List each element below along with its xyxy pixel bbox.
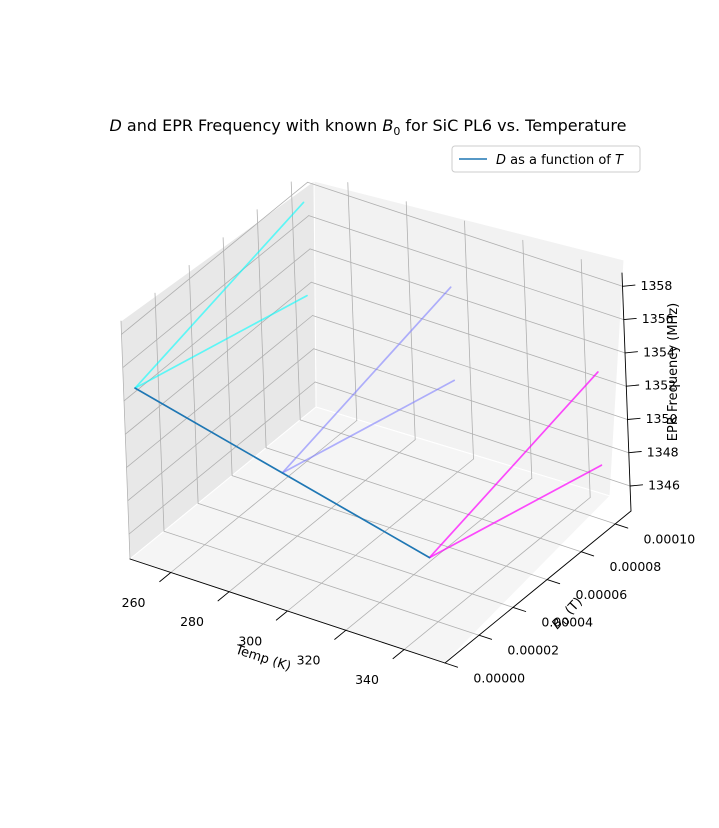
y-tick-mark [614, 523, 629, 529]
grid-line-y-left [188, 264, 199, 504]
grid-line-z-left [121, 181, 308, 335]
y-axis-line [444, 510, 632, 664]
z-tick-mark [627, 417, 641, 420]
z-tick-mark [623, 317, 637, 321]
series-line-main [134, 387, 431, 559]
x-tick-label: 320 [297, 653, 321, 668]
grid-line-z-left [122, 215, 310, 369]
y-tick-mark [444, 662, 459, 668]
grid-line-y-floor [197, 502, 514, 608]
grid-line-x-floor [287, 458, 474, 612]
grid-line-x-back [522, 239, 533, 479]
z-axis-label-text: EPR Frequency (MHz) [666, 303, 681, 441]
x-tick-label: 300 [238, 633, 262, 648]
data-series [134, 201, 603, 559]
series-line-2 [134, 294, 308, 389]
grid-line-y-floor [299, 419, 616, 525]
series-line-6 [428, 464, 603, 559]
x-tick-label: 280 [180, 614, 204, 629]
legend-d-symbol: D [496, 153, 506, 168]
grid-line-y-floor [265, 447, 582, 553]
series-line-1 [134, 201, 305, 389]
grid-line-y-floor [231, 475, 548, 580]
grid-line-z-left [124, 281, 312, 435]
y-tick-label: 0.00006 [576, 587, 628, 602]
title-text-2: for SiC PL6 vs. Temperature [400, 116, 626, 135]
grid-line-z-back [314, 381, 631, 487]
x-tick-mark [217, 591, 230, 602]
grid-line-z-left [123, 248, 311, 402]
grid-line-z-back [307, 181, 623, 287]
tick-labels: 260 280 300 320 340 0.00000 0.00002 0.00004 0.00… [122, 278, 696, 687]
chart-title: D and EPR Frequency with known B0 for Si… [109, 116, 626, 138]
z-tick-label: 1356 [642, 311, 674, 326]
z-tick-label: 1354 [643, 344, 675, 359]
z-axis-line [621, 272, 632, 512]
z-tick-label: 1352 [644, 378, 676, 393]
grid-line-y-left [222, 237, 233, 477]
grid-line-y-floor [163, 530, 480, 636]
y-tick-label: 0.00002 [507, 643, 559, 658]
z-tick-mark [624, 351, 638, 354]
series-line-4 [281, 379, 456, 474]
z-tick-label: 1348 [647, 444, 679, 459]
tick-marks [159, 284, 644, 668]
z-axis-label: EPR Frequency (MHz) [666, 303, 681, 441]
z-tick-mark [629, 484, 644, 487]
x-tick-label: 340 [355, 672, 379, 687]
z-tick-label: 1358 [641, 278, 673, 293]
grid-line-x-back [464, 220, 474, 460]
panes [120, 180, 625, 664]
y-tick-mark [546, 579, 561, 585]
series-line-3 [281, 286, 452, 474]
y-tick-label: 0.00008 [610, 559, 662, 574]
grid-line-x-back [405, 201, 416, 441]
x-tick-mark [392, 649, 405, 660]
x-tick-label: 260 [122, 595, 146, 610]
series-line-5 [428, 371, 599, 559]
legend-label: D as a function of T [496, 153, 624, 168]
title-text-1: and EPR Frequency with known [122, 116, 383, 135]
grid-line-x-floor [170, 420, 358, 573]
grid-line-z-back [310, 281, 627, 387]
legend-box [451, 145, 641, 173]
y-tick-label: 0.00004 [541, 615, 593, 630]
z-tick-mark [622, 284, 636, 287]
x-tick-mark [159, 572, 172, 583]
z-tick-label: 1346 [648, 478, 680, 493]
x-tick-mark [275, 610, 288, 621]
grid-line-x-floor [228, 439, 416, 593]
y-tick-label: 0.00010 [644, 531, 696, 546]
legend-t-symbol: T [615, 153, 624, 168]
legend: D as a function of T [451, 145, 641, 173]
grid-line-z-back [312, 315, 628, 420]
grid-line-x-floor [403, 497, 591, 650]
grid-line-z-left [126, 315, 313, 468]
title-d-symbol: D [109, 116, 121, 135]
y-tick-mark [512, 606, 527, 612]
title-b-subscript: 0 [393, 125, 400, 138]
grid-line-y-left [154, 292, 165, 532]
y-tick-mark [478, 634, 493, 640]
grid-line-z-back [313, 348, 630, 454]
grid-line-y-left [256, 209, 267, 449]
grid-line-x-floor [345, 477, 533, 631]
grid-line-y-left [120, 320, 131, 560]
legend-text: as a function of [506, 153, 615, 168]
grid-line-z-left [128, 381, 316, 535]
y-tick-label: 0.00000 [473, 670, 525, 685]
title-b-symbol: B [382, 116, 393, 135]
grid-line-z-left [127, 348, 315, 502]
grid-line-x-back [347, 182, 358, 421]
z-tick-label: 1350 [646, 411, 678, 426]
grid-line-z-back [308, 215, 625, 321]
grid-line-z-back [309, 248, 626, 354]
y-tick-mark [580, 551, 595, 557]
grid-line-x-back [580, 259, 591, 498]
z-tick-mark [628, 451, 642, 454]
z-tick-mark [625, 384, 640, 387]
x-tick-mark [334, 629, 347, 640]
